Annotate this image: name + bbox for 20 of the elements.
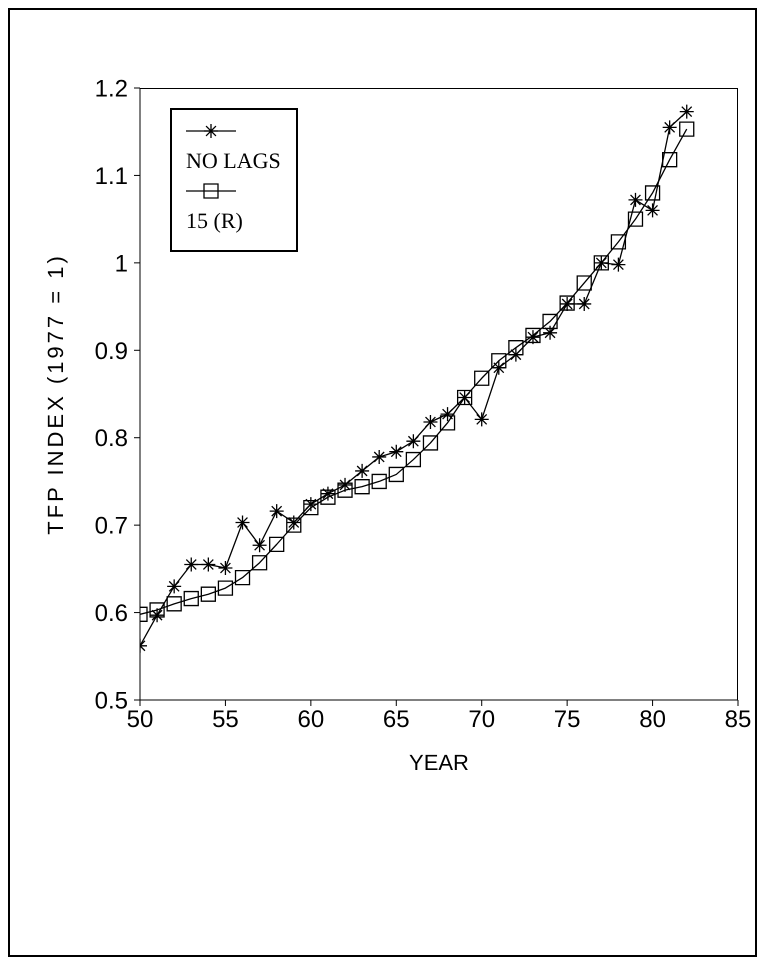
y-tick-label: 1.2: [94, 76, 128, 103]
legend-label: NO LAGS: [186, 148, 282, 174]
x-tick-label: 80: [639, 706, 666, 734]
x-tick-label: 60: [298, 706, 324, 734]
y-tick-label: 0.7: [94, 512, 128, 540]
legend-label: 15 (R): [186, 208, 244, 234]
y-tick-label: 1.1: [94, 162, 128, 190]
y-tick-label: 0.9: [94, 338, 128, 365]
y-tick-label: 0.8: [94, 425, 128, 452]
x-tick-label: 85: [724, 706, 752, 734]
x-tick-label: 70: [468, 706, 496, 734]
x-tick-label: 50: [126, 706, 154, 734]
x-tick-label: 55: [212, 706, 239, 734]
y-tick-label: 0.5: [94, 688, 128, 715]
x-tick-label: 65: [382, 706, 410, 734]
y-axis-title: TFP INDEX (1977 = 1): [42, 253, 68, 535]
x-tick-label: 75: [554, 706, 580, 734]
x-axis-title: YEAR: [409, 750, 469, 775]
y-tick-label: 0.6: [94, 600, 128, 628]
y-tick-label: 1: [114, 250, 128, 278]
